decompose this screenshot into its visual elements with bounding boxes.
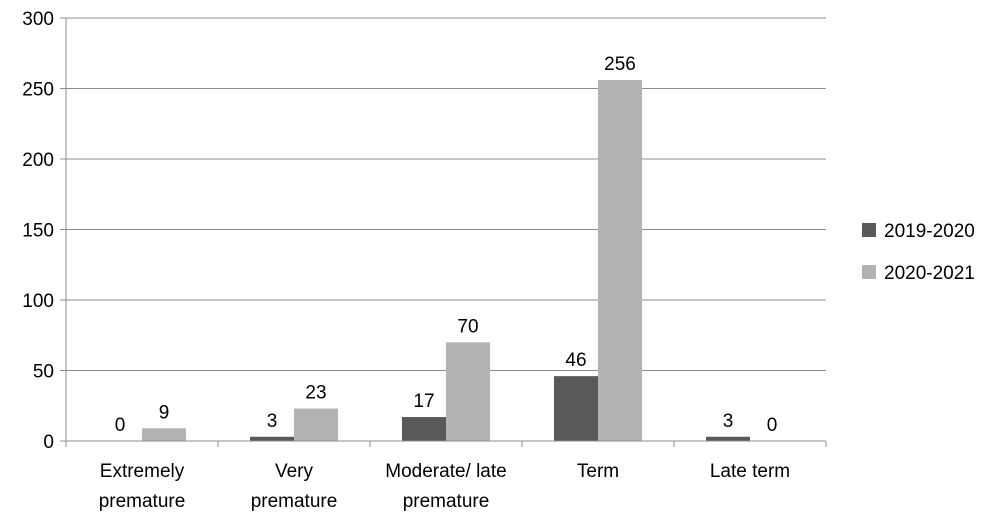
bar-2020-2021-1 <box>294 408 338 441</box>
bar-2019-2020-4 <box>706 436 750 441</box>
data-label: 0 <box>115 415 126 436</box>
x-tick-label: premature <box>99 491 186 512</box>
x-tick-label: premature <box>403 491 490 512</box>
bar-2020-2021-2 <box>446 342 490 441</box>
y-tick-label: 100 <box>22 291 54 312</box>
legend: 2019-2020 2020-2021 <box>862 221 975 284</box>
data-label: 70 <box>457 316 478 337</box>
x-tick-label: Moderate/ late <box>385 461 506 482</box>
data-label: 17 <box>413 391 434 412</box>
y-tick-label: 250 <box>22 80 54 101</box>
y-tick-label: 150 <box>22 221 54 242</box>
y-tick-label: 0 <box>43 432 54 453</box>
legend-swatch <box>862 265 876 279</box>
y-tick-label: 300 <box>22 9 54 30</box>
bar-2020-2021-3 <box>598 80 642 441</box>
data-label: 9 <box>159 402 170 423</box>
legend-label: 2020-2021 <box>884 263 975 284</box>
data-labels: 0 9 3 23 17 70 46 256 3 0 <box>115 54 778 436</box>
gridlines <box>66 17 826 371</box>
x-tick-label: Very <box>275 461 314 482</box>
bar-2019-2020-3 <box>554 376 598 441</box>
x-tick-label: Extremely <box>100 461 185 482</box>
data-label: 46 <box>565 350 586 371</box>
data-label: 3 <box>723 411 734 432</box>
y-tick-label: 50 <box>33 362 54 383</box>
x-tick-label: premature <box>251 491 338 512</box>
x-tick-label: Late term <box>710 461 790 482</box>
y-axis-ticks: 0 50 100 150 200 250 300 <box>22 9 66 453</box>
bar-2019-2020-2 <box>402 417 446 441</box>
bars <box>142 80 750 441</box>
data-label: 256 <box>604 54 636 75</box>
y-tick-label: 200 <box>22 150 54 171</box>
data-label: 3 <box>267 411 278 432</box>
data-label: 23 <box>305 383 326 404</box>
x-tick-label: Term <box>577 461 619 482</box>
x-axis: Extremely premature Very premature Moderate/… <box>65 18 827 512</box>
data-label: 0 <box>767 415 778 436</box>
bar-2019-2020-1 <box>250 436 294 441</box>
legend-swatch <box>862 223 876 237</box>
legend-label: 2019-2020 <box>884 221 975 242</box>
bar-2020-2021-0 <box>142 428 186 441</box>
